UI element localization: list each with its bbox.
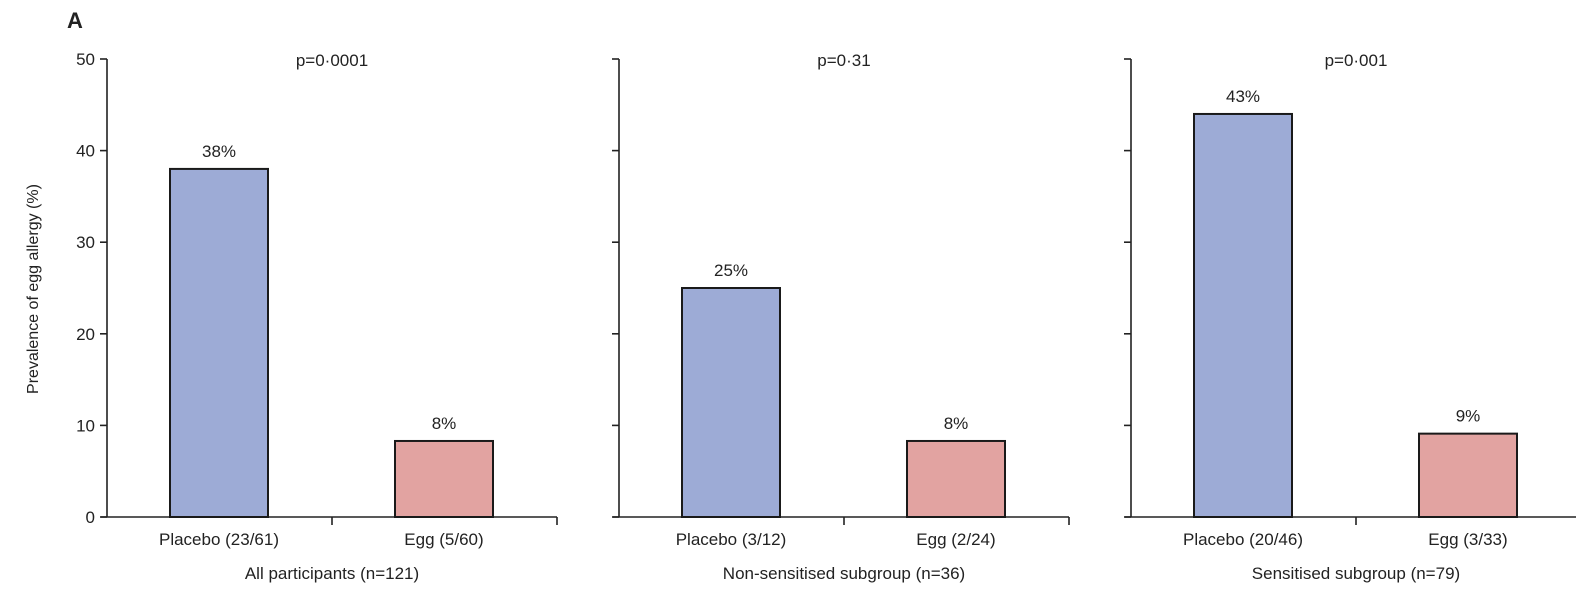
group-label: Sensitised subgroup (n=79): [1252, 564, 1460, 583]
category-label: Placebo (23/61): [159, 530, 279, 549]
placebo-bar: [1193, 112, 1293, 519]
egg-bar: [906, 439, 1006, 518]
chart-panels: 0 10 20 30 40 50 p=0·0001 38% Placebo (23/61) 8% E…: [76, 50, 1576, 583]
chart-panel-2: p=0·31 25% Placebo (3/12) 8% Egg (2/24) Non-s…: [612, 51, 1070, 583]
category-label: Placebo (3/12): [676, 530, 787, 549]
bar-value-label: 38%: [202, 142, 236, 161]
y-tick-label: 30: [76, 233, 95, 252]
y-tick-label: 0: [86, 508, 95, 527]
category-label: Egg (5/60): [404, 530, 483, 549]
bar-value-label: 8%: [944, 414, 969, 433]
y-tick-label: 10: [76, 416, 95, 435]
bar-value-label: 25%: [714, 261, 748, 280]
chart-panel-3: p=0·001 43% Placebo (20/46) 9% Egg (3/33) Sen…: [1124, 51, 1576, 583]
p-value-label: p=0·001: [1325, 51, 1388, 70]
chart-panel-1: 0 10 20 30 40 50 p=0·0001 38% Placebo (23/61) 8% E…: [76, 50, 558, 583]
category-label: Egg (3/33): [1428, 530, 1507, 549]
p-value-label: p=0·0001: [296, 51, 368, 70]
egg-bar: [1418, 432, 1518, 519]
group-label: Non-sensitised subgroup (n=36): [723, 564, 965, 583]
y-tick-label: 20: [76, 325, 95, 344]
panel-letter: A: [67, 8, 83, 33]
bar-value-label: 8%: [432, 414, 457, 433]
y-tick-label: 40: [76, 142, 95, 161]
placebo-bar: [681, 287, 781, 518]
egg-bar: [394, 439, 494, 518]
category-label: Placebo (20/46): [1183, 530, 1303, 549]
group-label: All participants (n=121): [245, 564, 419, 583]
y-axis-label: Prevalence of egg allergy (%): [25, 184, 42, 394]
placebo-bar: [169, 167, 269, 518]
category-label: Egg (2/24): [916, 530, 995, 549]
y-tick-label: 50: [76, 50, 95, 69]
p-value-label: p=0·31: [817, 51, 870, 70]
bar-value-label: 43%: [1226, 87, 1260, 106]
bar-value-label: 9%: [1456, 407, 1481, 426]
